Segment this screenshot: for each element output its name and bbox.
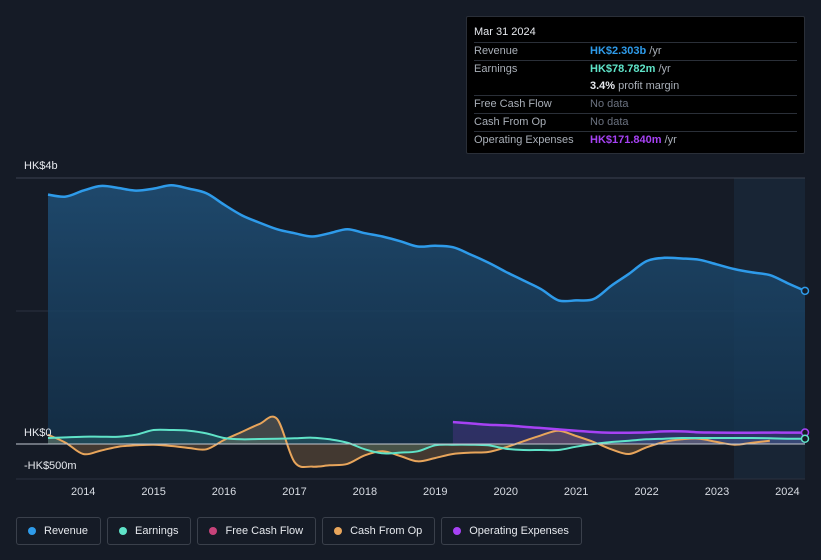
tooltip-key: Operating Expenses [474, 134, 574, 146]
earnings-line [47, 428, 805, 455]
tooltip-row-revenue: Revenue HK$2.303b /yr [474, 42, 797, 60]
legend-operating-expenses[interactable]: Operating Expenses [441, 517, 582, 545]
tooltip-value: 3.4% [590, 80, 616, 92]
revenue-dot-icon [28, 527, 36, 535]
tooltip-unit: /yr [649, 45, 662, 57]
legend-label: Earnings [135, 525, 179, 537]
operating-expenses-line [452, 420, 805, 435]
operating-expenses-dot-icon [453, 527, 462, 535]
revenue-end-marker [800, 286, 810, 296]
tooltip-unit: /yr [658, 63, 671, 75]
tooltip-unit: profit margin [618, 80, 680, 92]
tooltip-row-margin: 3.4% profit margin [474, 78, 797, 95]
y-label-top: HK$4b [24, 160, 58, 172]
tooltip-value: HK$78.782m [590, 63, 656, 75]
tooltip-unit: /yr [664, 134, 677, 146]
tooltip-row-opex: Operating Expenses HK$171.840m /yr [474, 131, 797, 149]
x-tick-label: 2018 [353, 486, 377, 498]
x-tick-label: 2014 [71, 486, 95, 498]
tooltip-value: No data [590, 98, 629, 110]
tooltip-value: No data [590, 116, 629, 128]
cash-from-op-area [48, 416, 770, 468]
x-tick-label: 2015 [141, 486, 165, 498]
earnings-end-marker [800, 434, 810, 443]
tooltip-row-cfo: Cash From Op No data [474, 113, 797, 131]
x-tick-label: 2023 [705, 486, 729, 498]
x-tick-label: 2017 [282, 486, 306, 498]
x-tick-label: 2022 [634, 486, 658, 498]
data-tooltip: Mar 31 2024 Revenue HK$2.303b /yr Earnin… [466, 16, 805, 154]
legend-revenue[interactable]: Revenue [16, 517, 102, 545]
legend-earnings[interactable]: Earnings [107, 517, 192, 545]
legend-free-cash-flow[interactable]: Free Cash Flow [197, 517, 317, 545]
free-cash-flow-dot-icon [209, 527, 218, 535]
cash-from-op-dot-icon [334, 527, 343, 535]
revenue-area [48, 185, 805, 445]
legend-label: Cash From Op [350, 525, 423, 537]
legend-label: Revenue [44, 525, 89, 537]
tooltip-row-fcf: Free Cash Flow No data [474, 95, 797, 113]
earnings-area [48, 429, 805, 454]
tooltip-row-earnings: Earnings HK$78.782m /yr [474, 60, 797, 78]
y-label-zero: HK$0 [24, 427, 52, 439]
tooltip-value: HK$2.303b [590, 45, 647, 57]
tooltip-key: Earnings [474, 63, 518, 75]
x-tick-label: 2024 [775, 486, 799, 498]
earnings-dot-icon [119, 527, 128, 535]
x-tick-label: 2016 [212, 486, 236, 498]
tooltip-key: Revenue [474, 45, 519, 57]
chart-legend: Revenue Earnings Free Cash Flow Cash Fro… [16, 517, 582, 545]
legend-label: Free Cash Flow [225, 525, 304, 537]
tooltip-key: Free Cash Flow [474, 98, 552, 110]
tooltip-key [474, 78, 590, 95]
x-tick-label: 2021 [564, 486, 588, 498]
legend-cash-from-op[interactable]: Cash From Op [322, 517, 436, 545]
legend-label: Operating Expenses [469, 525, 569, 537]
tooltip-date: Mar 31 2024 [474, 26, 536, 38]
y-label-bottom: -HK$500m [24, 460, 77, 472]
revenue-line [47, 184, 806, 303]
tooltip-value: HK$171.840m [590, 134, 662, 146]
x-tick-label: 2020 [493, 486, 517, 498]
x-tick-label: 2019 [423, 486, 447, 498]
tooltip-key: Cash From Op [474, 116, 547, 128]
cash-from-op-line [47, 415, 770, 469]
